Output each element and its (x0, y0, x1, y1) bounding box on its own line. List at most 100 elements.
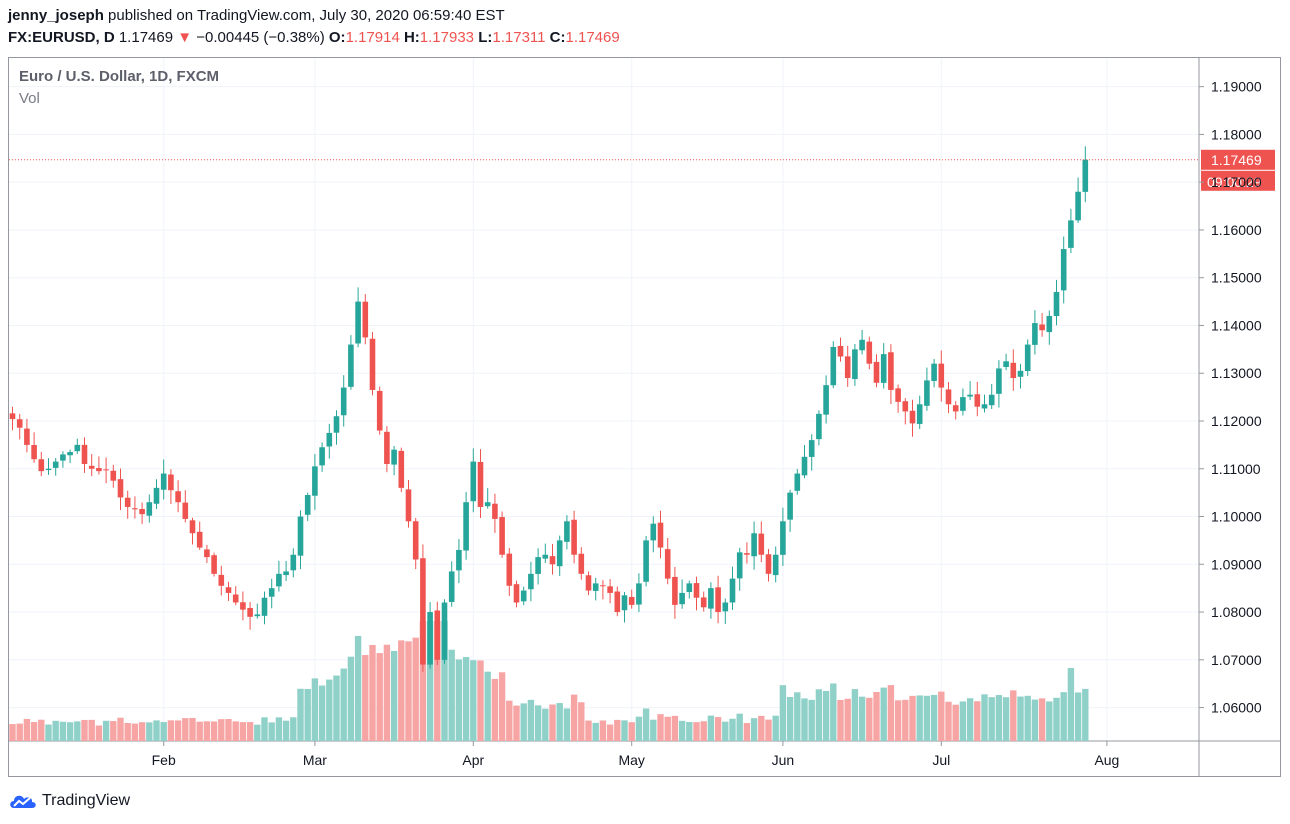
volume-bar (988, 697, 995, 741)
volume-bar (578, 702, 585, 741)
volume-bar (81, 719, 88, 741)
tradingview-cloud-icon (10, 795, 36, 808)
volume-bar (534, 705, 542, 741)
candle-body (297, 516, 304, 556)
volume-bar (124, 722, 131, 741)
candle-body (391, 449, 397, 465)
candle-body (1068, 220, 1074, 248)
volume-bar (261, 717, 268, 741)
countdown-tag (1201, 170, 1275, 191)
candle-body (722, 602, 729, 612)
volume-bar (657, 714, 664, 741)
close-value: 1.17469 (565, 29, 620, 46)
candle-body (744, 553, 750, 555)
volume-bar (966, 698, 974, 741)
candle-body (45, 468, 52, 471)
volume-bar (736, 713, 743, 741)
volume-bar (254, 724, 261, 741)
volume-bar (426, 621, 434, 741)
volume-bar (808, 699, 815, 741)
x-tick-label: Aug (1094, 752, 1119, 768)
y-tick-label: 1.08000 (1211, 604, 1262, 620)
volume-bar (297, 688, 304, 741)
candle-body (578, 553, 585, 574)
volume-bar (196, 721, 203, 741)
volume-bar (671, 715, 679, 741)
candlestick-chart[interactable]: 1.17469 09:00:29 1.06000 1.07000 1.08000 1.09… (9, 58, 1280, 776)
author-name[interactable]: jenny_joseph (8, 7, 104, 24)
y-tick-label: 1.14000 (1211, 317, 1262, 333)
y-tick-label: 1.16000 (1211, 222, 1262, 238)
volume-bar (664, 716, 671, 741)
candle-body (600, 585, 606, 587)
volume-bar (873, 691, 880, 741)
candle-body (434, 610, 441, 660)
candle-body (981, 404, 988, 409)
candle-body (74, 444, 81, 452)
candle-body (427, 612, 433, 665)
candle-body (153, 487, 160, 504)
series-legend[interactable]: Euro / U.S. Dollar, 1D, FXCM (19, 68, 220, 85)
candle-body (448, 571, 455, 602)
volume-bar (74, 721, 81, 741)
candle-body (362, 301, 369, 338)
volume-bar (1074, 692, 1082, 741)
candle-body (204, 549, 210, 558)
y-tick-label: 1.11000 (1211, 461, 1261, 477)
candle-body (506, 553, 513, 586)
candle-body (945, 389, 952, 405)
volume-bar (131, 723, 139, 741)
volume-bar (419, 621, 427, 741)
candle-body (895, 388, 901, 402)
candle-body (931, 363, 937, 381)
volume-bar (383, 644, 391, 741)
candle-body (996, 368, 1002, 394)
volume-bar (599, 720, 607, 741)
candle-body (751, 533, 757, 557)
candle-body (211, 555, 217, 574)
volume-bar (923, 695, 931, 741)
candle-body (139, 509, 145, 515)
volume-bar (995, 695, 1003, 741)
price-change: −0.00445 (−0.38%) (196, 29, 325, 46)
volume-bar (66, 722, 74, 741)
footer-brand[interactable]: TradingView (8, 790, 130, 812)
chart-frame[interactable]: 1.17469 09:00:29 1.06000 1.07000 1.08000 1.09… (8, 57, 1281, 777)
volume-bar (246, 722, 254, 741)
volume-bar (376, 653, 383, 741)
candle-body (196, 531, 203, 548)
volume-bar (362, 655, 369, 741)
candle-body (470, 461, 477, 502)
volume-bar (693, 722, 700, 741)
candle-body (398, 450, 405, 488)
volume-bar (556, 703, 563, 741)
candle-body (830, 346, 837, 386)
candle-body (9, 413, 16, 420)
volume-bar (837, 699, 844, 741)
volume-bar (462, 657, 470, 741)
volume-bar (902, 699, 909, 741)
volume-bar (16, 723, 23, 741)
candle-body (837, 345, 844, 357)
volume-bar (765, 719, 772, 741)
candle-body (268, 588, 275, 597)
candle-body (376, 390, 383, 431)
candle-body (492, 503, 498, 519)
countdown-label: 09:00:29 (1207, 174, 1262, 190)
candle-body (240, 602, 246, 610)
volume-bar (146, 722, 153, 741)
volume-bar (894, 700, 902, 741)
candle-body (787, 492, 793, 520)
volume-bar (347, 656, 355, 741)
candle-body (571, 519, 577, 555)
volume-bar (830, 683, 837, 741)
candle-body (909, 410, 916, 424)
volume-legend[interactable]: Vol (19, 90, 40, 107)
volume-bar (642, 708, 650, 741)
candle-body (218, 574, 225, 586)
volume-bar (232, 721, 239, 741)
candle-body (866, 341, 873, 364)
x-tick-label: Apr (462, 752, 484, 768)
volume-bar (117, 717, 124, 741)
volume-bar (160, 722, 167, 741)
